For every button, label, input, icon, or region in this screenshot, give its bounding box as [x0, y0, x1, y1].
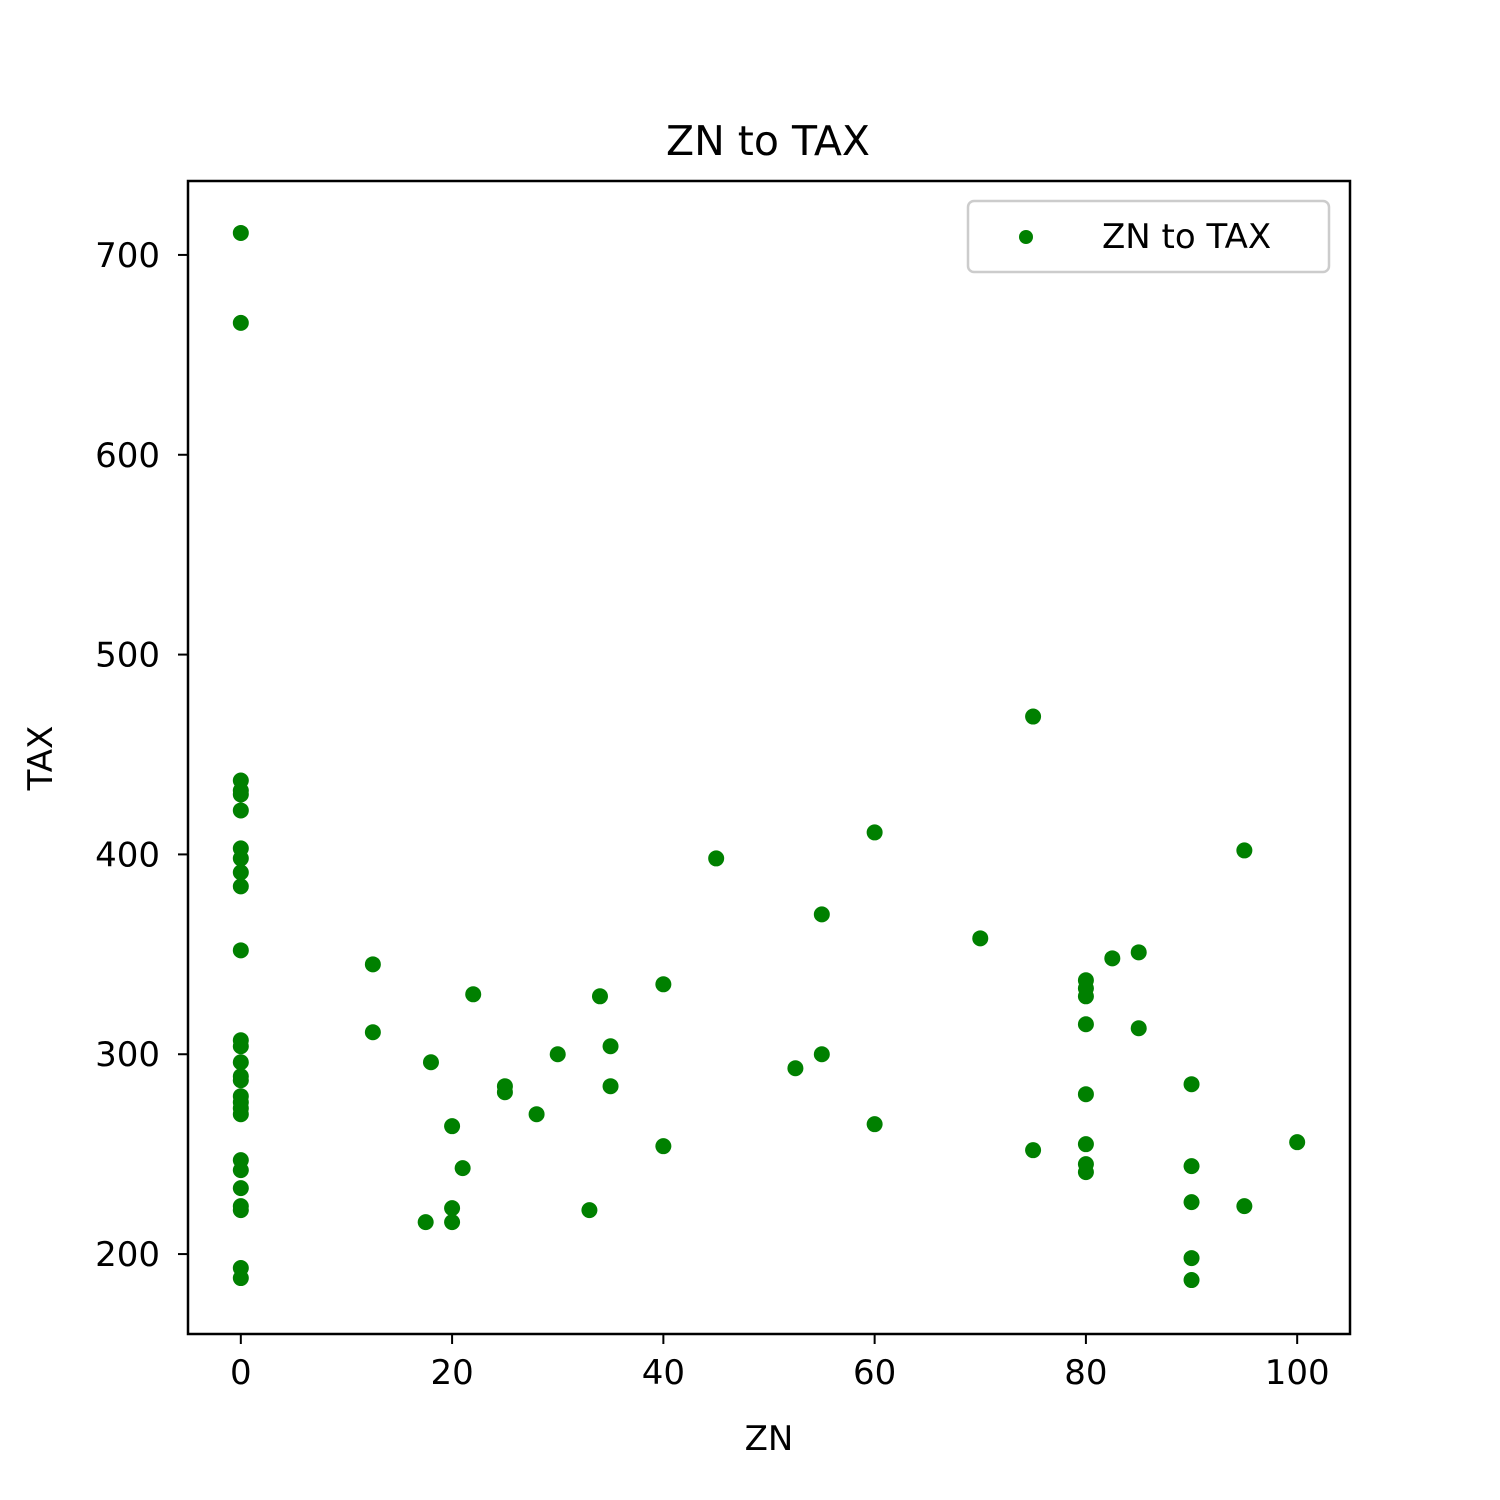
- data-point: [417, 1214, 434, 1231]
- y-axis: 200 300 400 500 600 700: [95, 236, 188, 1275]
- y-tick-label: 700: [95, 236, 160, 276]
- data-point: [1183, 1076, 1200, 1093]
- data-point: [549, 1046, 566, 1063]
- legend-marker: [1019, 230, 1033, 244]
- data-point: [866, 1116, 883, 1133]
- data-point: [496, 1084, 513, 1101]
- data-point: [232, 878, 249, 895]
- data-point: [1183, 1158, 1200, 1175]
- x-tick-label: 60: [853, 1353, 896, 1393]
- data-point: [232, 864, 249, 881]
- data-point: [1025, 708, 1042, 725]
- data-point: [1130, 1020, 1147, 1037]
- x-tick-label: 40: [642, 1353, 685, 1393]
- data-point: [444, 1200, 461, 1217]
- data-point: [1077, 1086, 1094, 1103]
- legend-box: [966, 199, 1331, 274]
- data-point: [232, 224, 249, 241]
- data-point: [602, 1038, 619, 1055]
- data-point: [1183, 1272, 1200, 1289]
- data-point: [422, 1054, 439, 1071]
- data-point: [232, 1202, 249, 1219]
- plot-points: [232, 224, 1306, 1289]
- plot-frame: [186, 179, 1352, 1336]
- data-point: [1025, 1142, 1042, 1159]
- data-point: [232, 850, 249, 867]
- data-point: [866, 824, 883, 841]
- data-point: [364, 1024, 381, 1041]
- data-point: [813, 1046, 830, 1063]
- y-tick-label: 200: [95, 1235, 160, 1275]
- data-point: [1077, 1136, 1094, 1153]
- data-point: [444, 1214, 461, 1231]
- data-point: [708, 850, 725, 867]
- y-tick-label: 400: [95, 835, 160, 875]
- data-point: [655, 1138, 672, 1155]
- data-point: [232, 786, 249, 803]
- data-point: [232, 942, 249, 959]
- data-point: [232, 314, 249, 331]
- data-point: [972, 930, 989, 947]
- data-point: [581, 1202, 598, 1219]
- data-point: [1183, 1250, 1200, 1267]
- data-point: [232, 1180, 249, 1197]
- data-point: [232, 1038, 249, 1055]
- data-point: [232, 1054, 249, 1071]
- data-point: [1104, 950, 1121, 967]
- x-axis-label: ZN: [745, 1419, 794, 1459]
- data-point: [1183, 1194, 1200, 1211]
- y-tick-label: 600: [95, 436, 160, 476]
- data-point: [232, 1072, 249, 1089]
- data-point: [1077, 988, 1094, 1005]
- x-axis: 0 20 40 60 80 100: [230, 1334, 1330, 1393]
- data-point: [591, 988, 608, 1005]
- data-point: [444, 1118, 461, 1135]
- data-point: [232, 1162, 249, 1179]
- data-point: [232, 1106, 249, 1123]
- data-point: [232, 802, 249, 819]
- data-point: [655, 976, 672, 993]
- data-point: [528, 1106, 545, 1123]
- data-point: [1289, 1134, 1306, 1151]
- y-tick-label: 500: [95, 636, 160, 676]
- x-tick-label: 20: [430, 1353, 473, 1393]
- x-tick-label: 0: [230, 1353, 252, 1393]
- data-point: [232, 1270, 249, 1287]
- y-axis-label: TAX: [21, 726, 61, 792]
- data-point: [1077, 1016, 1094, 1033]
- data-point: [602, 1078, 619, 1095]
- legend-label: ZN to TAX: [1102, 217, 1271, 257]
- y-tick-label: 300: [95, 1035, 160, 1075]
- data-point: [465, 986, 482, 1003]
- data-point: [813, 906, 830, 923]
- data-point: [787, 1060, 804, 1077]
- x-tick-label: 80: [1064, 1353, 1107, 1393]
- data-point: [454, 1160, 471, 1177]
- x-tick-label: 100: [1265, 1353, 1330, 1393]
- chart-title: ZN to TAX: [666, 117, 870, 165]
- data-point: [1077, 1164, 1094, 1181]
- data-point: [364, 956, 381, 973]
- data-point: [1130, 944, 1147, 961]
- data-point: [1236, 1198, 1253, 1215]
- legend: ZN to TAX: [966, 199, 1331, 274]
- data-point: [1236, 842, 1253, 859]
